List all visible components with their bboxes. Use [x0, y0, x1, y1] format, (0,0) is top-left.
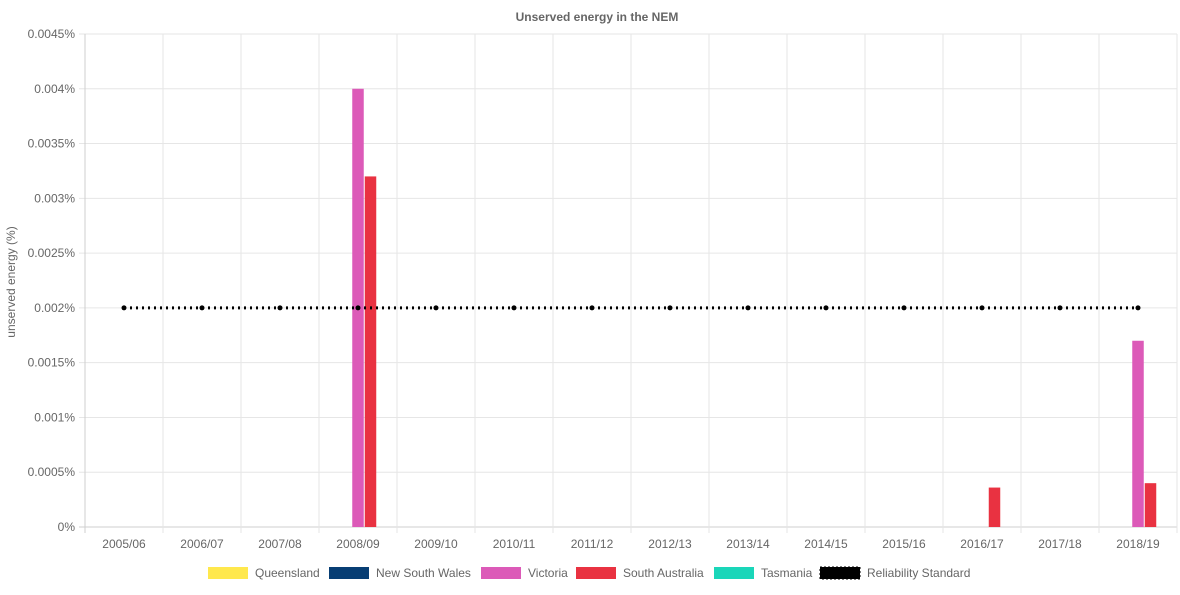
reliability-standard-point	[667, 305, 673, 311]
reliability-standard-point	[823, 305, 829, 311]
x-tick-label: 2008/09	[336, 537, 380, 551]
x-tick-label: 2005/06	[102, 537, 146, 551]
legend-item-tasmania[interactable]: Tasmania	[714, 566, 813, 580]
bar-victoria	[1132, 340, 1144, 527]
reliability-standard-point	[979, 305, 985, 311]
legend-label: Reliability Standard	[867, 566, 970, 580]
reliability-standard-point	[589, 305, 595, 311]
legend-label: Victoria	[528, 566, 568, 580]
legend-item-reliability-standard[interactable]: Reliability Standard	[819, 566, 970, 580]
reliability-standard-point	[511, 305, 517, 311]
legend-item-south-australia[interactable]: South Australia	[576, 566, 704, 580]
x-tick-label: 2015/16	[882, 537, 926, 551]
reliability-standard-point	[355, 305, 361, 311]
legend-item-new-south-wales[interactable]: New South Wales	[329, 566, 471, 580]
reliability-standard-line	[121, 305, 1141, 311]
x-tick-label: 2011/12	[571, 537, 614, 551]
reliability-standard-point	[277, 305, 283, 311]
legend-label: South Australia	[623, 566, 704, 580]
y-axis-label: unserved energy (%)	[4, 226, 18, 337]
legend-swatch	[208, 567, 248, 579]
legend-swatch	[819, 566, 861, 580]
y-tick-label: 0.0035%	[28, 137, 76, 151]
reliability-standard-point	[121, 305, 127, 311]
legend-label: Tasmania	[761, 566, 813, 580]
legend-swatch	[714, 567, 754, 579]
x-tick-label: 2009/10	[414, 537, 458, 551]
reliability-standard-point	[745, 305, 751, 311]
y-tick-label: 0.0005%	[28, 465, 76, 479]
reliability-standard-point	[1057, 305, 1063, 311]
x-tick-label: 2007/08	[258, 537, 302, 551]
bar-south-australia	[988, 487, 1001, 527]
reliability-standard-point	[901, 305, 907, 311]
legend-item-queensland[interactable]: Queensland	[208, 566, 320, 580]
legend-label: New South Wales	[376, 566, 471, 580]
y-tick-label: 0.0025%	[28, 246, 76, 260]
legend-swatch	[329, 567, 369, 579]
chart-title: Unserved energy in the NEM	[516, 10, 679, 24]
y-tick-label: 0.001%	[34, 410, 75, 424]
x-tick-label: 2006/07	[180, 537, 224, 551]
bar-south-australia	[1144, 483, 1157, 527]
reliability-standard-point	[433, 305, 439, 311]
y-tick-label: 0.004%	[34, 82, 75, 96]
x-tick-label: 2010/11	[493, 537, 536, 551]
y-tick-label: 0%	[58, 520, 76, 534]
legend-swatch	[481, 567, 521, 579]
y-axis-ticks: 0% 0.0005% 0.001% 0.0015% 0.002% 0.0025% 0.003…	[28, 27, 76, 534]
legend: Queensland New South Wales Victoria South A…	[208, 566, 970, 580]
legend-label: Queensland	[255, 566, 320, 580]
x-tick-label: 2013/14	[726, 537, 770, 551]
x-axis-ticks: 2005/06 2006/07 2007/08 2008/09 2009/10 2010/…	[102, 537, 1160, 551]
x-tick-label: 2016/17	[960, 537, 1004, 551]
legend-swatch	[576, 567, 616, 579]
y-tick-label: 0.0045%	[28, 27, 76, 41]
y-tick-label: 0.002%	[34, 301, 75, 315]
x-tick-label: 2014/15	[804, 537, 848, 551]
reliability-standard-point	[1135, 305, 1141, 311]
y-tick-label: 0.0015%	[28, 356, 76, 370]
x-tick-label: 2017/18	[1038, 537, 1082, 551]
x-tick-label: 2018/19	[1116, 537, 1160, 551]
reliability-standard-point	[199, 305, 205, 311]
grid-lines	[79, 33, 1178, 533]
y-tick-label: 0.003%	[34, 191, 75, 205]
legend-item-victoria[interactable]: Victoria	[481, 566, 568, 580]
x-tick-label: 2012/13	[648, 537, 692, 551]
bar-south-australia	[364, 176, 377, 527]
